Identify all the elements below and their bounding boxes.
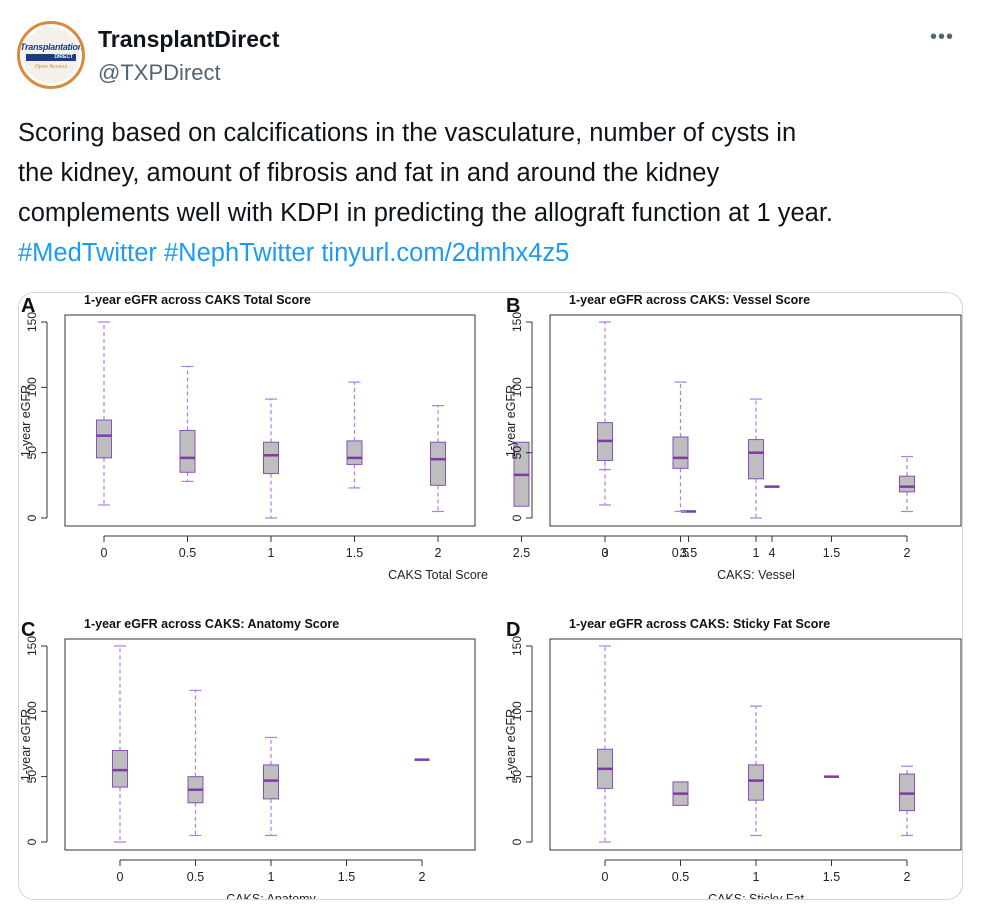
y-axis-label: 1-year eGFR	[19, 709, 33, 781]
chart-title: 1-year eGFR across CAKS: Vessel Score	[569, 293, 810, 307]
x-tick-label: 2	[904, 870, 911, 884]
y-tick-label: 0	[510, 514, 524, 521]
tweet-line: the kidney, amount of fibrosis and fat i…	[18, 159, 720, 187]
box-iqr	[899, 475, 915, 493]
chart-panel-d: D 1-year eGFR across CAKS: Sticky Fat Sco…	[504, 617, 962, 899]
x-tick-label: 0.5	[179, 546, 196, 560]
x-tick-label: 0	[602, 870, 609, 884]
y-tick-label: 0	[510, 838, 524, 845]
box-iqr	[748, 439, 764, 480]
y-axis-label: 1-year eGFR	[504, 709, 518, 781]
x-axis-label: CAKS Total Score	[388, 568, 488, 582]
panel-letter: C	[21, 619, 35, 641]
avatar-logo-text: Transplantation	[20, 42, 83, 52]
x-axis-label: CAKS: Sticky Fat	[708, 892, 804, 899]
tweet-text: Scoring based on calcifications in the v…	[18, 113, 980, 273]
y-tick-label: 100	[25, 701, 39, 721]
x-tick-label: 1	[753, 870, 760, 884]
tweet-links-line: #MedTwitter #NephTwitter tinyurl.com/2dm…	[18, 233, 980, 273]
x-tick-label: 0.5	[672, 870, 689, 884]
y-axis-label: 1-year eGFR	[504, 385, 518, 457]
hashtag-nephtwitter[interactable]: #NephTwitter	[163, 239, 315, 267]
plot-frame	[549, 314, 962, 527]
x-tick-label: 0	[117, 870, 124, 884]
box-iqr	[96, 419, 112, 459]
tweet-link[interactable]: tinyurl.com/2dmhx4z5	[321, 239, 570, 267]
x-tick-label: 1.5	[338, 870, 355, 884]
box-iqr	[263, 441, 279, 475]
chart-title: 1-year eGFR across CAKS Total Score	[84, 293, 311, 307]
x-tick-label: 1.5	[346, 546, 363, 560]
box-iqr	[112, 750, 128, 788]
box-iqr	[748, 764, 764, 801]
panel-letter: B	[506, 295, 520, 317]
plot-frame	[64, 638, 476, 851]
y-tick-label: 50	[25, 446, 39, 460]
y-tick-label: 100	[25, 377, 39, 397]
x-tick-label: 1	[268, 870, 275, 884]
x-tick-label: 4	[769, 546, 776, 560]
plot-frame	[549, 638, 962, 851]
y-tick-label: 0	[25, 514, 39, 521]
box-iqr	[263, 764, 279, 800]
chart-panel-a: A 1-year eGFR across CAKS Total Score0501…	[19, 293, 780, 582]
x-tick-label: 3	[602, 546, 609, 560]
box-iqr	[430, 441, 446, 486]
avatar-logo-bar: DIRECT	[26, 54, 76, 61]
y-axis-label: 1-year eGFR	[19, 385, 33, 457]
avatar[interactable]: Transplantation DIRECT Open Access	[17, 21, 85, 89]
chart-panel-c: C 1-year eGFR across CAKS: Anatomy Score 0…	[19, 617, 476, 899]
tweet-line: complements well with KDPI in predicting…	[18, 199, 833, 227]
x-axis-label: CAKS: Anatomy	[226, 892, 316, 899]
x-tick-label: 1	[268, 546, 275, 560]
y-tick-label: 100	[510, 377, 524, 397]
x-tick-label: 0.5	[672, 546, 689, 560]
panel-letter: A	[21, 295, 35, 317]
box-iqr	[672, 436, 689, 469]
tweet-line: Scoring based on calcifications in the v…	[18, 119, 797, 147]
y-tick-label: 0	[25, 838, 39, 845]
chart-title: 1-year eGFR across CAKS: Sticky Fat Scor…	[569, 617, 830, 631]
x-tick-label: 2	[435, 546, 442, 560]
y-tick-label: 150	[25, 636, 39, 656]
box-iqr	[346, 440, 363, 465]
y-tick-label: 100	[510, 701, 524, 721]
x-tick-label: 0.5	[187, 870, 204, 884]
y-tick-label: 150	[510, 312, 524, 332]
chart-panel-b: B 1-year eGFR across CAKS: Vessel Score 0 5…	[504, 293, 962, 582]
tweet-media-figure[interactable]: A 1-year eGFR across CAKS Total Score 0 50 1…	[18, 292, 963, 900]
x-tick-label: 2.5	[513, 546, 530, 560]
plot-frame	[64, 314, 476, 527]
hashtag-medtwitter[interactable]: #MedTwitter	[18, 239, 157, 267]
x-tick-label: 3.5	[680, 546, 697, 560]
y-tick-label: 150	[510, 636, 524, 656]
avatar-logo-subtext: Open Access	[34, 64, 68, 70]
x-tick-label: 0	[101, 546, 108, 560]
box-iqr	[899, 773, 915, 812]
x-axis-label: CAKS: Vessel	[717, 568, 795, 582]
boxplot-figure: A 1-year eGFR across CAKS Total Score0501…	[19, 293, 962, 899]
display-name[interactable]: TransplantDirect	[98, 26, 280, 52]
panel-letter: D	[506, 619, 520, 641]
y-tick-label: 150	[25, 312, 39, 332]
avatar-logo-bar-text: DIRECT	[54, 54, 73, 60]
x-tick-label: 1	[753, 546, 760, 560]
x-tick-label: 0	[602, 546, 609, 560]
x-tick-label: 2	[904, 546, 911, 560]
more-options-icon[interactable]: •••	[930, 26, 955, 48]
x-tick-label: 1.5	[823, 546, 840, 560]
user-handle[interactable]: @TXPDirect	[98, 60, 221, 85]
y-tick-label: 50	[25, 770, 39, 784]
box-iqr	[179, 429, 196, 473]
chart-title: 1-year eGFR across CAKS: Anatomy Score	[84, 617, 339, 631]
x-tick-label: 1.5	[823, 870, 840, 884]
y-tick-label: 50	[510, 446, 524, 460]
y-tick-label: 50	[510, 770, 524, 784]
x-tick-label: 2	[419, 870, 426, 884]
